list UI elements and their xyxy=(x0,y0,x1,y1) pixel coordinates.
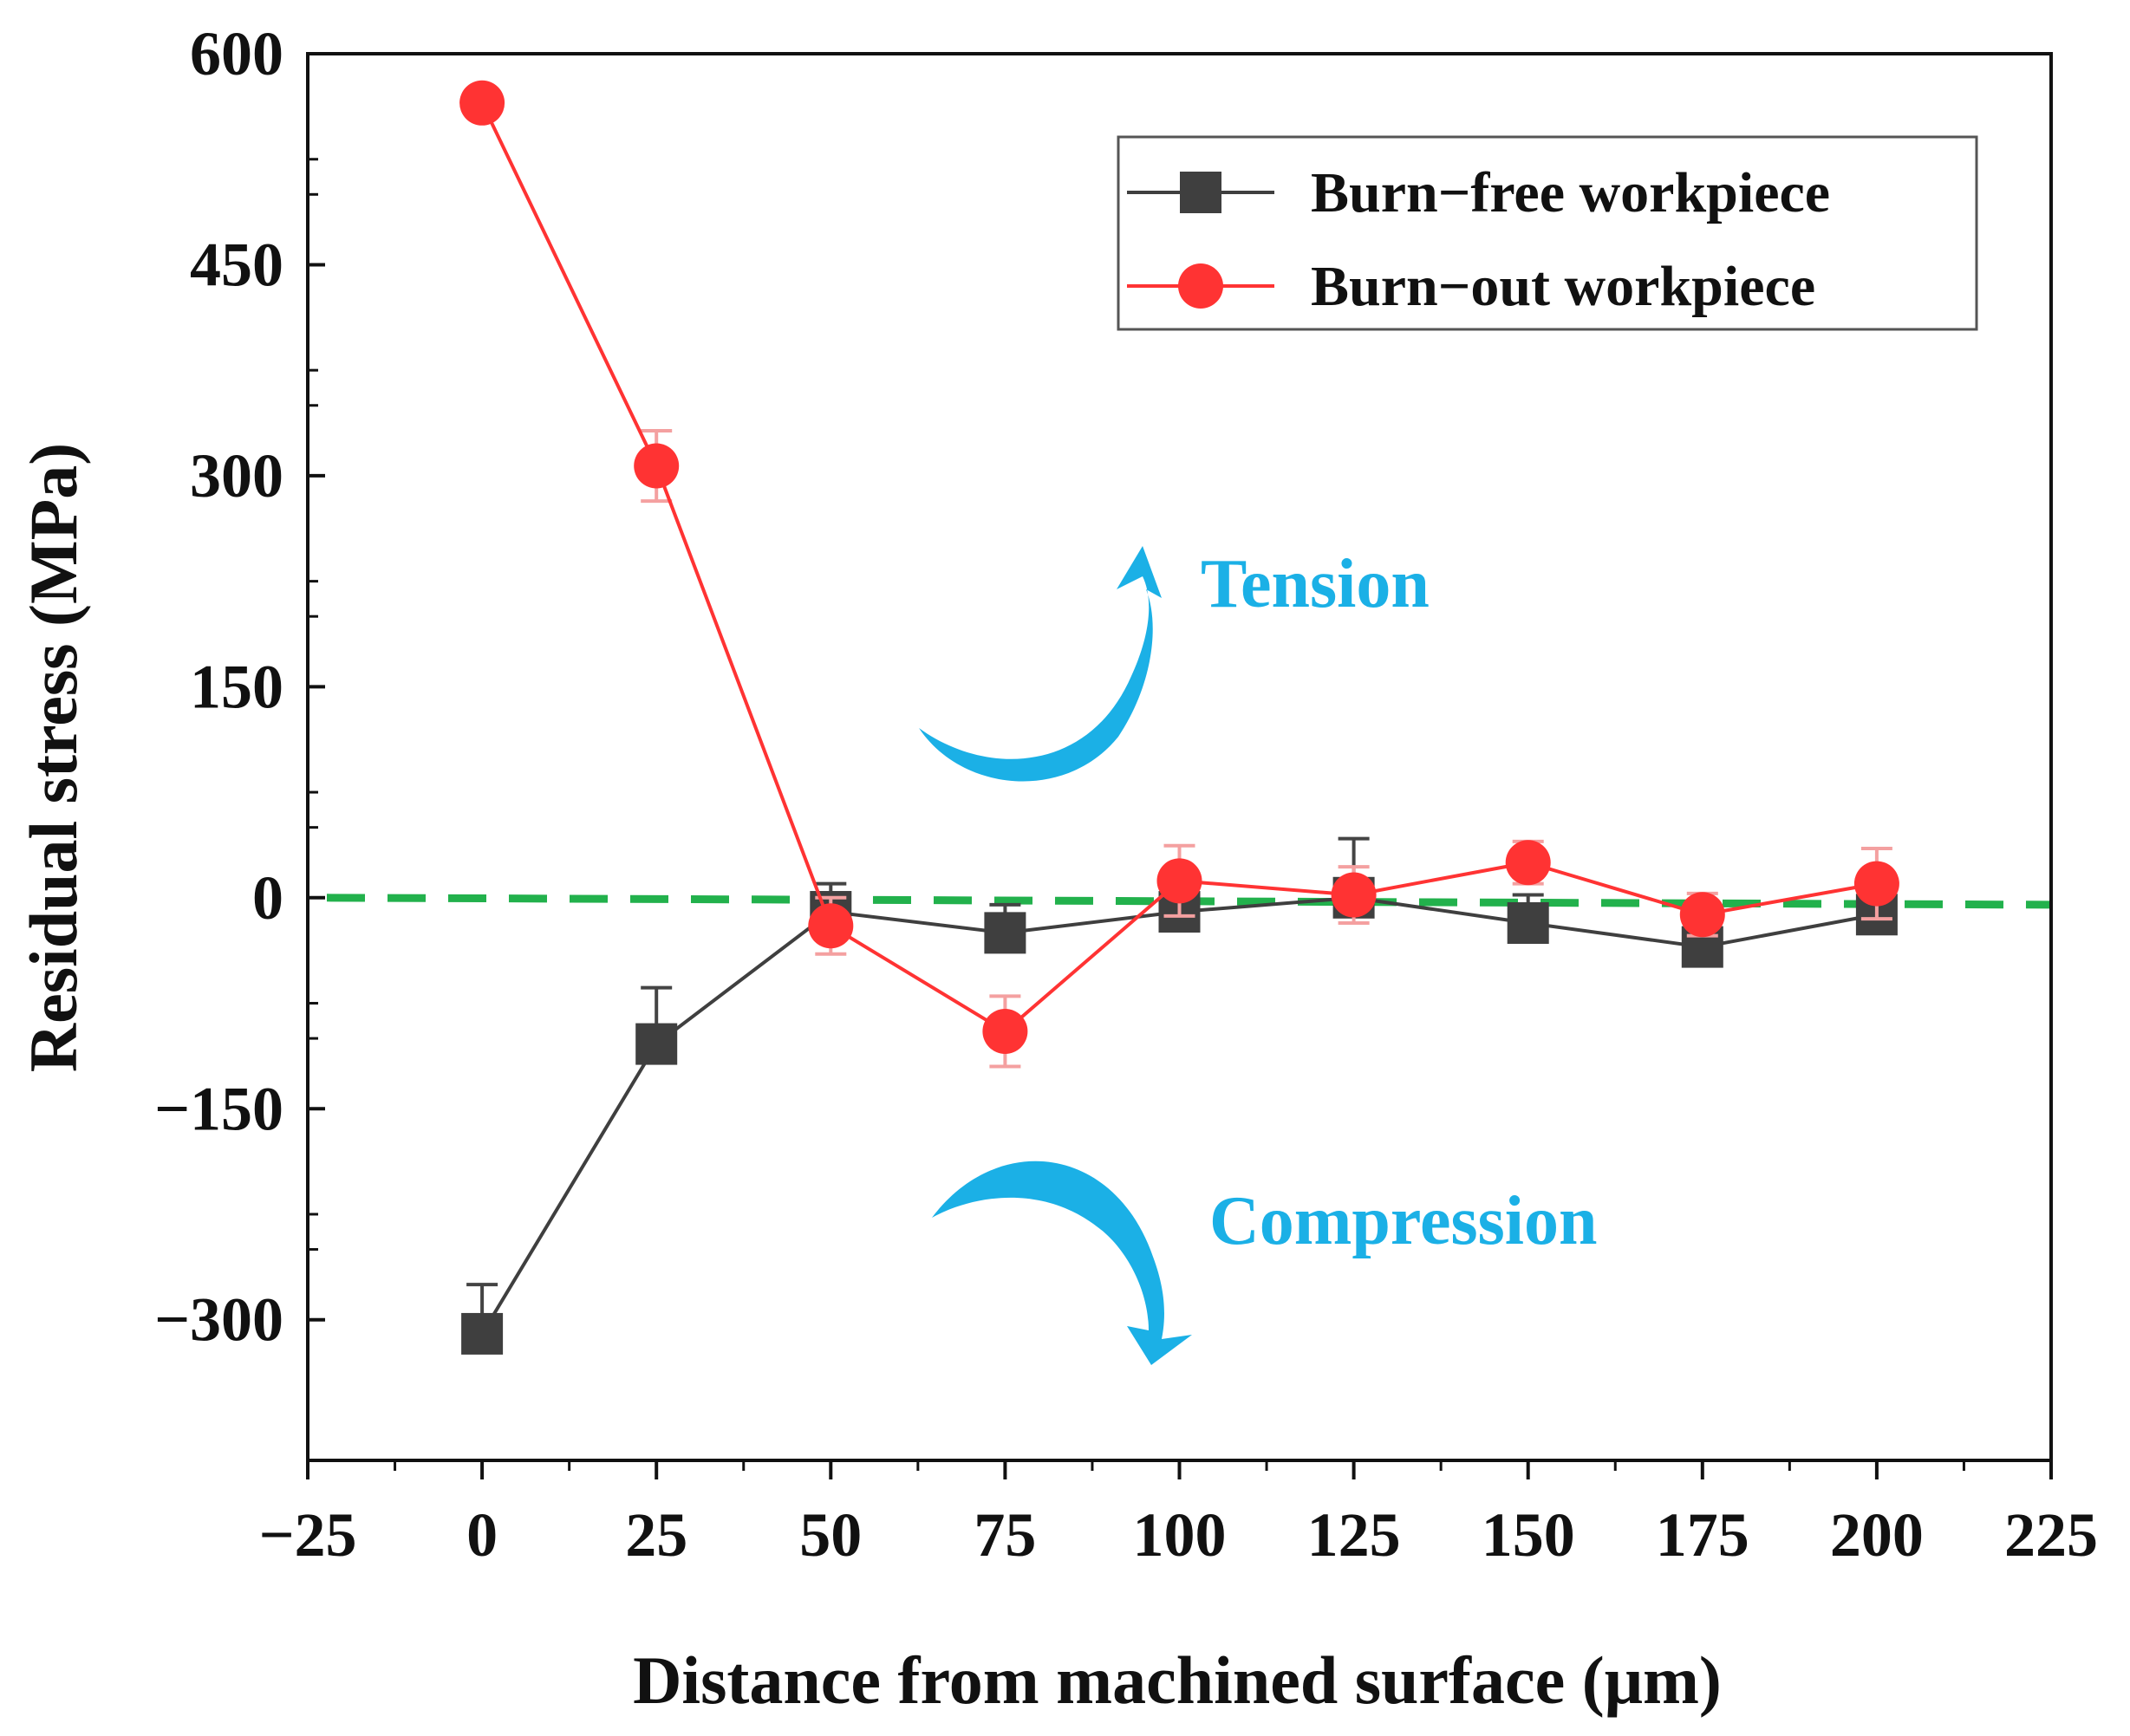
data-point xyxy=(634,443,680,489)
tension-arrow-icon xyxy=(919,546,1162,782)
x-tick-label: 0 xyxy=(466,1500,498,1570)
series-burn-out xyxy=(459,80,1899,1069)
y-tick-label: −150 xyxy=(154,1074,283,1143)
data-point xyxy=(982,1008,1028,1054)
data-point xyxy=(1156,858,1202,904)
series-layer xyxy=(459,80,1899,1355)
y-tick-label: 0 xyxy=(252,863,283,933)
data-point xyxy=(1505,840,1551,886)
data-point xyxy=(1853,861,1899,907)
x-tick-label: 200 xyxy=(1830,1500,1924,1570)
legend-label: Burn−out workpiece xyxy=(1311,255,1815,318)
x-axis-ticks xyxy=(306,1460,2053,1479)
y-tick-label: −300 xyxy=(154,1285,283,1355)
x-tick-labels: −25 0 25 50 75 100 125 150 175 200 225 xyxy=(258,1500,2098,1570)
legend-label: Burn−free workpiece xyxy=(1311,161,1830,224)
legend-marker xyxy=(1180,172,1221,213)
data-point xyxy=(808,903,854,949)
legend-box xyxy=(1117,135,1978,331)
data-point xyxy=(1331,872,1377,918)
x-tick-label: 150 xyxy=(1482,1500,1575,1570)
data-point xyxy=(1507,902,1549,945)
compression-annotation: Compression xyxy=(932,1161,1597,1365)
data-point xyxy=(635,1023,678,1065)
x-tick-label: 25 xyxy=(625,1500,687,1570)
series-line xyxy=(480,895,1878,1335)
tension-annotation: Tension xyxy=(919,546,1430,782)
x-tick-label: 225 xyxy=(2004,1500,2098,1570)
y-axis-title: Residual stress (MPa) xyxy=(16,443,91,1073)
x-tick-label: 125 xyxy=(1307,1500,1401,1570)
compression-arrow-icon xyxy=(932,1161,1192,1365)
legend: Burn−free workpiece Burn−out workpiece xyxy=(1117,135,1978,331)
x-tick-label: 75 xyxy=(974,1500,1036,1570)
data-point xyxy=(984,912,1026,954)
x-tick-label: −25 xyxy=(258,1500,356,1570)
x-tick-label: 175 xyxy=(1656,1500,1749,1570)
data-point xyxy=(1679,892,1725,938)
y-axis-ticks xyxy=(308,52,325,1462)
compression-label: Compression xyxy=(1209,1183,1597,1259)
y-tick-label: 300 xyxy=(190,441,283,510)
tension-label: Tension xyxy=(1201,546,1430,622)
data-point xyxy=(461,1312,504,1355)
y-tick-label: 600 xyxy=(190,19,283,88)
x-tick-label: 50 xyxy=(799,1500,862,1570)
y-tick-label: 450 xyxy=(190,230,283,299)
y-tick-label: 150 xyxy=(190,652,283,721)
x-tick-label: 100 xyxy=(1133,1500,1227,1570)
plot-frame xyxy=(306,52,2053,1462)
x-axis-title: Distance from machined surface (μm) xyxy=(633,1642,1722,1718)
y-tick-labels: −300 −150 0 150 300 450 600 xyxy=(154,19,283,1355)
legend-marker xyxy=(1178,263,1223,309)
data-point xyxy=(459,80,505,126)
